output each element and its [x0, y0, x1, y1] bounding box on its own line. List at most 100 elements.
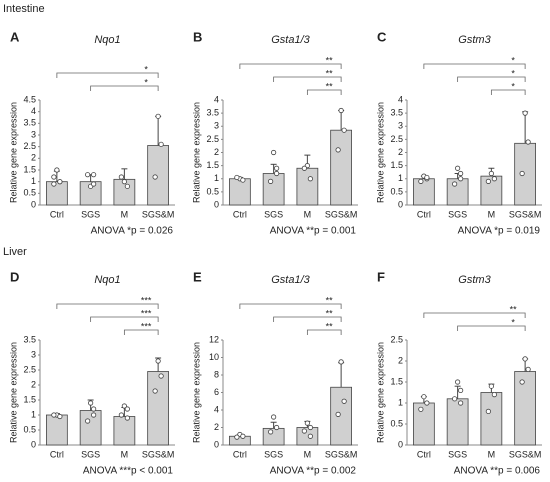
- data-point: [485, 408, 491, 414]
- data-point: [335, 411, 341, 417]
- data-point: [274, 424, 280, 431]
- data-point: [51, 174, 57, 180]
- data-point: [91, 181, 97, 187]
- data-point: [491, 392, 497, 398]
- bar: [480, 175, 503, 206]
- y-tick-label: 0: [214, 199, 219, 209]
- data-point: [121, 403, 127, 409]
- data-point: [274, 165, 280, 171]
- data-point: [522, 356, 528, 362]
- x-tick-label: Ctrl: [417, 449, 431, 459]
- data-point: [525, 139, 531, 145]
- y-tick-label: 1.5: [23, 394, 36, 404]
- data-point: [522, 110, 528, 116]
- y-tick-label: 0: [398, 439, 403, 449]
- significance-bracket: [56, 303, 159, 309]
- data-point: [274, 170, 280, 177]
- data-point: [155, 358, 161, 364]
- y-tick-label: 2.5: [206, 134, 219, 144]
- bar: [262, 173, 285, 206]
- x-tick-label: SGS&M: [142, 209, 175, 219]
- data-point: [335, 147, 341, 153]
- significance-bracket: [273, 76, 342, 82]
- y-tick-label: 4: [31, 106, 36, 116]
- y-tick-label: 2: [398, 147, 403, 157]
- x-tick-label: M: [488, 209, 496, 219]
- data-point: [307, 433, 313, 439]
- data-point: [118, 412, 124, 418]
- bar: [480, 392, 503, 446]
- y-tick-label: 4: [214, 404, 219, 414]
- data-point: [85, 418, 91, 424]
- significance-label: *: [511, 68, 515, 78]
- data-point: [519, 379, 525, 385]
- data-point: [338, 107, 344, 114]
- y-tick-label: 2: [214, 422, 219, 432]
- panel-label: B: [193, 29, 202, 44]
- bar: [147, 145, 169, 206]
- data-point: [158, 141, 164, 147]
- y-tick-label: 1: [398, 173, 403, 183]
- significance-label: **: [326, 321, 334, 331]
- chart-title: Gstm3: [458, 274, 491, 286]
- x-tick-label: SGS&M: [325, 449, 358, 459]
- significance-label: ***: [141, 321, 152, 331]
- significance-bracket: [123, 329, 159, 335]
- y-tick-label: 0: [31, 439, 36, 449]
- y-tick-label: 0: [398, 199, 403, 209]
- bar: [46, 181, 68, 206]
- significance-bracket: [90, 316, 159, 322]
- panel-label: F: [377, 269, 385, 284]
- y-tick-label: 4: [214, 94, 219, 104]
- section-label: Intestine: [3, 3, 45, 15]
- y-tick-label: 1.5: [390, 160, 403, 170]
- y-tick-label: 2.5: [390, 134, 403, 144]
- data-point: [91, 406, 97, 412]
- chart-panel: C Gstm3 Relative gene expression 0 0.5 1 1.5 2 2…: [375, 29, 542, 237]
- data-point: [488, 170, 494, 177]
- data-point: [51, 412, 57, 418]
- bar: [413, 178, 435, 206]
- data-point: [234, 434, 240, 440]
- y-tick-label: 1.5: [390, 376, 403, 386]
- y-tick-label: 2.5: [23, 141, 36, 151]
- y-tick-label: 1: [214, 173, 219, 183]
- y-axis-label: Relative gene expression: [191, 342, 201, 443]
- data-point: [519, 170, 525, 177]
- significance-label: **: [510, 304, 518, 314]
- panel-label: E: [193, 269, 202, 284]
- chart-title: Nqo1: [94, 274, 120, 286]
- bar: [514, 142, 536, 206]
- data-point: [341, 398, 347, 404]
- panel-label: C: [377, 29, 387, 44]
- data-point: [338, 359, 344, 365]
- data-point: [455, 379, 461, 385]
- x-tick-label: Ctrl: [233, 209, 247, 219]
- bar: [113, 416, 136, 446]
- y-tick-label: 0.5: [390, 418, 403, 428]
- data-point: [124, 183, 130, 189]
- bar: [46, 414, 68, 446]
- data-point: [301, 165, 307, 171]
- y-tick-label: 3.5: [23, 334, 36, 344]
- data-point: [158, 373, 164, 379]
- data-point: [455, 165, 461, 171]
- data-point: [307, 424, 313, 431]
- y-tick-label: 2: [31, 379, 36, 389]
- data-point: [301, 428, 307, 434]
- x-tick-label: M: [488, 449, 496, 459]
- y-tick-label: 1.5: [206, 160, 219, 170]
- data-point: [418, 178, 424, 184]
- data-point: [268, 178, 274, 184]
- y-tick-label: 1: [31, 176, 36, 186]
- data-point: [271, 149, 277, 156]
- data-point: [458, 400, 464, 406]
- significance-bracket: [306, 89, 342, 95]
- significance-label: *: [511, 55, 515, 65]
- x-tick-label: SGS&M: [142, 449, 175, 459]
- chart-panel: A Nqo1 Relative gene expression 00.5 1 1.52 2.…: [8, 29, 175, 237]
- data-point: [418, 406, 424, 412]
- significance-label: ***: [141, 308, 152, 318]
- x-tick-label: Ctrl: [50, 449, 64, 459]
